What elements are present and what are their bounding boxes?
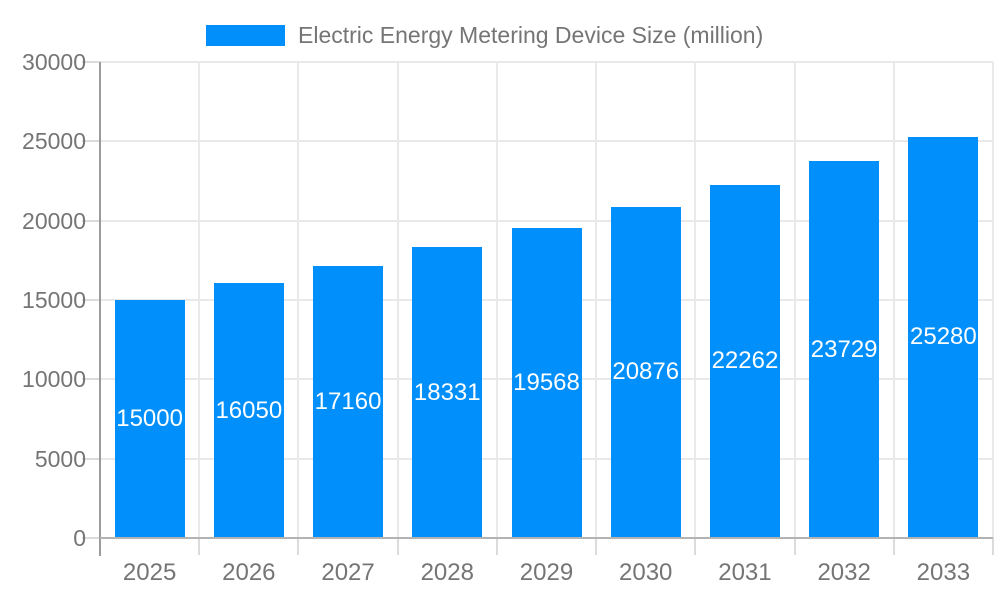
x-tick-label: 2027 [321, 559, 375, 586]
x-tick-label: 2025 [122, 559, 177, 586]
x-axis-tick [694, 538, 697, 555]
x-tick-label: 2026 [222, 559, 276, 586]
bar[interactable]: 17160 [313, 265, 384, 538]
bar-value-label: 22262 [711, 347, 779, 375]
y-tick-label: 5000 [34, 445, 86, 472]
legend-label: Electric Energy Metering Device Size (mi… [298, 22, 764, 48]
y-axis-tick [82, 537, 100, 539]
x-axis-tick [198, 538, 201, 555]
y-axis-tick [82, 299, 100, 301]
legend-item[interactable]: Electric Energy Metering Device Size (mi… [206, 22, 763, 49]
bar[interactable]: 22262 [709, 184, 780, 538]
y-gridline [100, 61, 993, 63]
y-tick-label: 20000 [22, 207, 86, 234]
x-tick-label: 2028 [420, 559, 474, 586]
y-axis-tick [82, 457, 100, 460]
x-axis-tick [297, 538, 300, 555]
x-axis-line [100, 537, 993, 539]
x-gridline [992, 62, 994, 538]
x-axis-tick [892, 538, 895, 555]
x-axis-tick [396, 538, 399, 555]
x-gridline [892, 62, 895, 538]
y-axis-line [99, 62, 101, 556]
x-axis-tick [495, 538, 498, 555]
bar[interactable]: 25280 [908, 136, 979, 538]
bar-value-label: 19568 [513, 368, 580, 396]
x-axis-tick [793, 538, 796, 555]
x-gridline [595, 62, 598, 538]
y-tick-label: 15000 [22, 287, 86, 313]
bar-value-label: 15000 [116, 405, 183, 432]
bar-value-label: 20876 [612, 358, 680, 386]
bar[interactable]: 15000 [114, 300, 185, 538]
x-tick-label: 2029 [519, 559, 574, 586]
x-gridline [694, 62, 697, 538]
bar[interactable]: 20876 [610, 206, 681, 538]
x-gridline [793, 62, 796, 538]
y-axis-tick [82, 378, 100, 381]
y-tick-label: 30000 [22, 49, 86, 75]
y-tick-label: 10000 [22, 366, 86, 393]
y-axis-tick [82, 61, 100, 63]
x-gridline [495, 62, 498, 538]
y-gridline [100, 219, 993, 222]
x-gridline [297, 62, 300, 538]
x-tick-label: 2032 [817, 559, 871, 586]
bar-value-label: 18331 [413, 378, 481, 406]
x-gridline [396, 62, 399, 538]
bar-value-label: 16050 [215, 396, 283, 424]
x-tick-label: 2033 [916, 559, 971, 586]
x-axis-tick [595, 538, 598, 555]
x-tick-label: 2031 [718, 559, 772, 586]
x-tick-label: 2030 [619, 559, 673, 586]
bar-value-label: 23729 [810, 335, 878, 363]
x-axis-tick [992, 538, 994, 555]
bar[interactable]: 16050 [213, 283, 284, 538]
bar[interactable]: 19568 [511, 227, 582, 538]
bar-value-label: 17160 [314, 387, 382, 415]
legend-swatch [206, 25, 285, 46]
y-tick-label: 25000 [22, 128, 86, 155]
bar[interactable]: 18331 [412, 247, 483, 538]
bar[interactable]: 23729 [809, 161, 880, 538]
y-axis-tick [82, 140, 100, 143]
bar-value-label: 25280 [910, 323, 977, 351]
y-gridline [100, 140, 993, 143]
y-axis-tick [82, 219, 100, 222]
x-gridline [198, 62, 201, 538]
y-tick-label: 0 [73, 525, 86, 551]
